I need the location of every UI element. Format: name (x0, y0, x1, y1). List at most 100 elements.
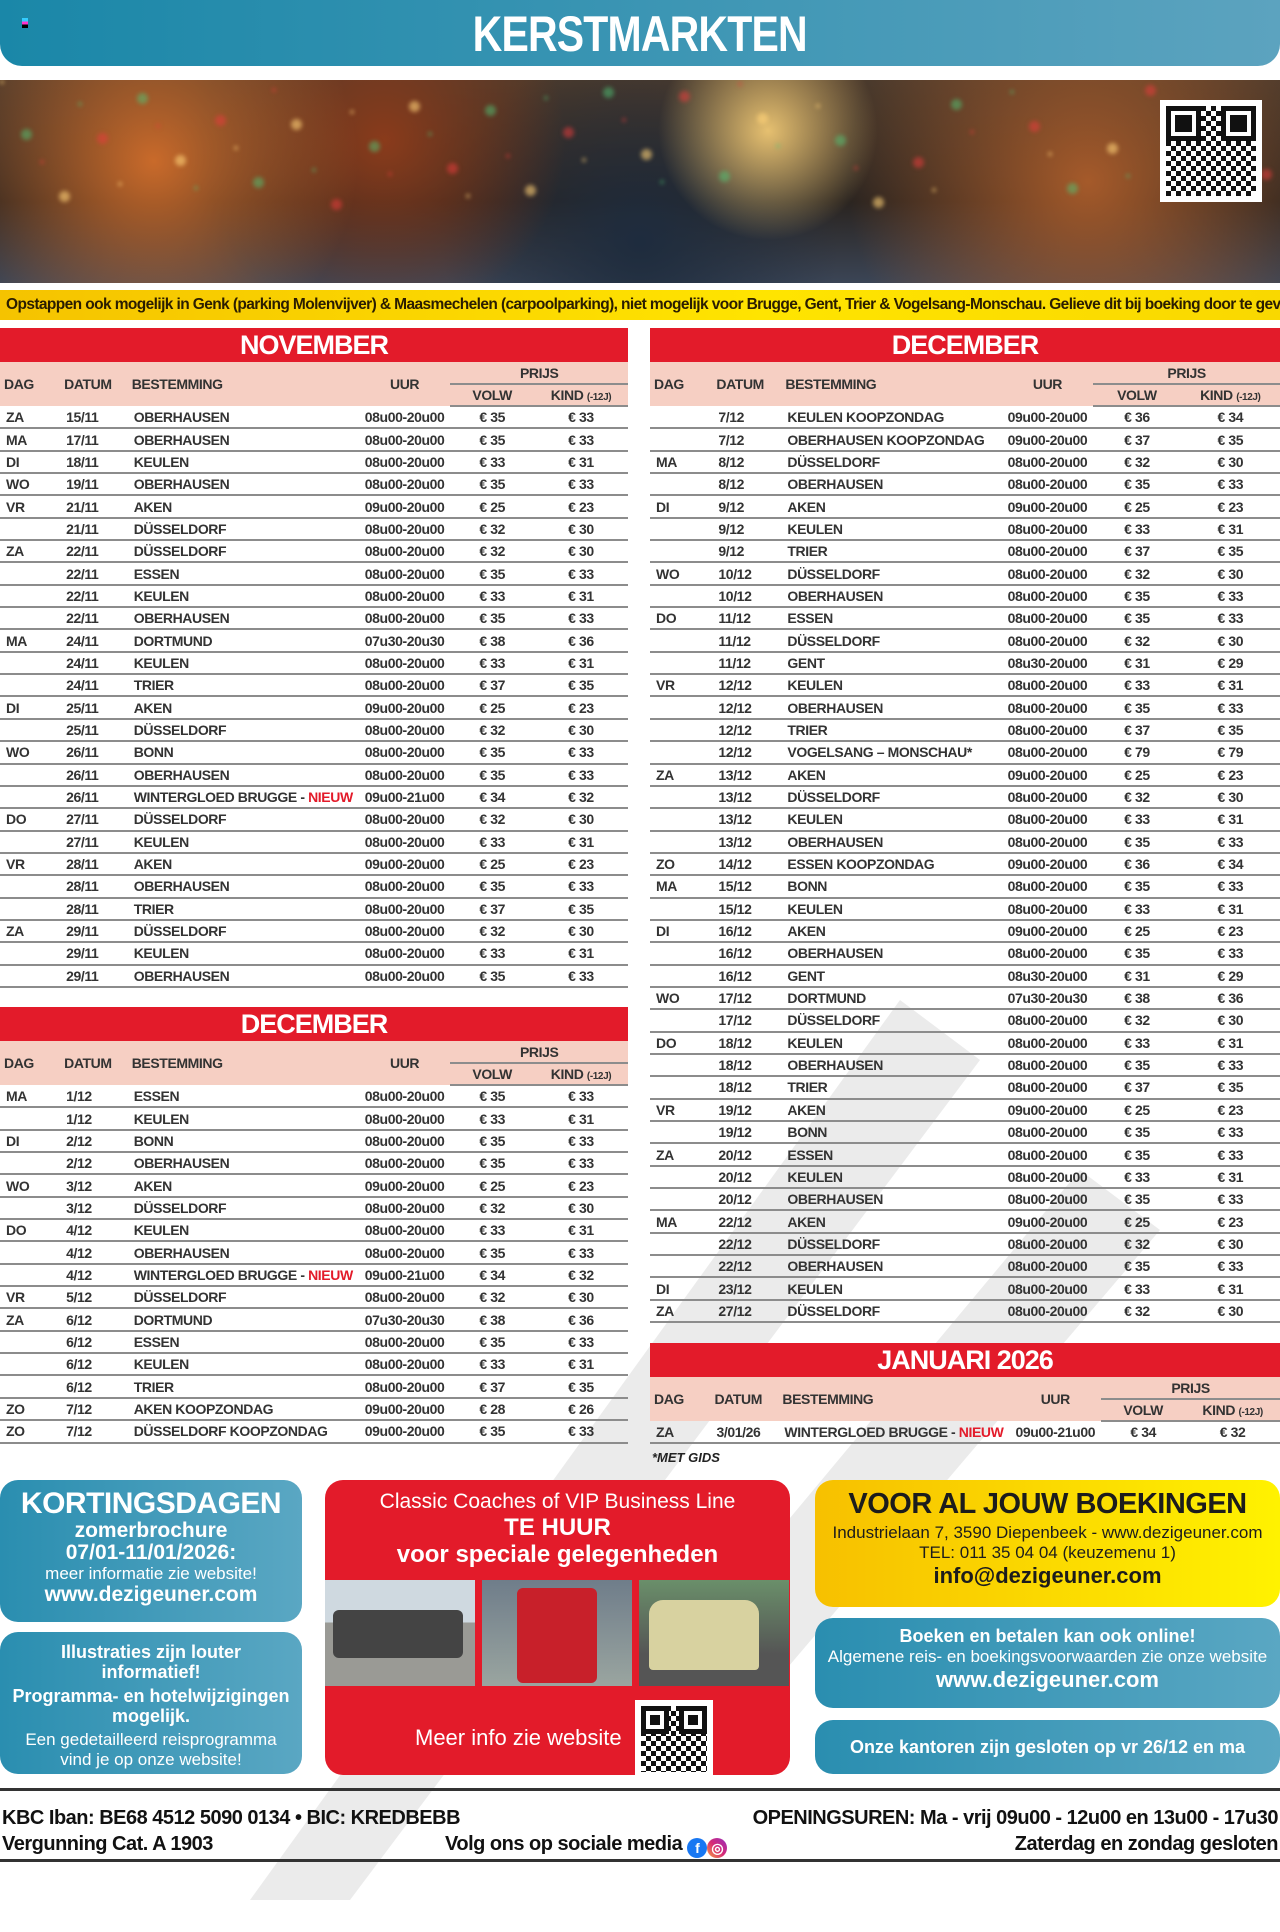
destination: DÜSSELDORF (781, 1299, 1002, 1324)
date: 15/11 (60, 406, 128, 430)
light-bokeh (1010, 90, 1014, 94)
time: 08u00-20u00 (358, 406, 451, 430)
date: 17/12 (712, 986, 782, 1011)
bookings-phone[interactable]: TEL: 011 35 04 04 (keuzemenu 1) (919, 1543, 1176, 1562)
time: 08u00-20u00 (358, 741, 451, 765)
destination: TRIER (781, 718, 1002, 743)
destination: OBERHAUSEN (127, 1241, 359, 1265)
light-bokeh (757, 113, 768, 124)
time: 08u00-20u00 (1001, 517, 1094, 542)
time: 09u00-20u00 (358, 1397, 451, 1422)
destination-name: KEULEN (787, 811, 843, 828)
instagram-icon[interactable]: ◎ (707, 1838, 728, 1858)
price-child: € 30 (533, 1196, 628, 1221)
destination: DÜSSELDORF (781, 450, 1002, 475)
price-child: € 35 (1180, 428, 1280, 452)
light-bokeh (1107, 143, 1118, 154)
time: 08u00-20u00 (358, 450, 451, 475)
price-adult: € 25 (1093, 763, 1181, 787)
price-child: € 33 (1180, 584, 1280, 609)
qr-code[interactable] (635, 1700, 713, 1778)
date: 7/12 (60, 1420, 128, 1444)
date: 26/11 (60, 741, 128, 765)
price-child: € 30 (1180, 1009, 1280, 1033)
destination-name: KEULEN (787, 520, 843, 537)
facebook-icon[interactable]: f (687, 1838, 708, 1858)
destination-name: DÜSSELDORF (787, 453, 880, 470)
coaches-rental-box: Classic Coaches of VIP Business Line TE … (325, 1480, 790, 1778)
price-adult: € 32 (1093, 450, 1181, 475)
qr-code[interactable] (1160, 100, 1262, 202)
destination-name: DÜSSELDORF (787, 789, 880, 806)
office-closed-notice: Onze kantoren zijn gesloten op vr 26/12 … (815, 1720, 1280, 1811)
time: 08u00-20u00 (1001, 942, 1094, 966)
col-bestemming: BESTEMMING (131, 376, 223, 392)
time: 08u00-20u00 (1001, 562, 1094, 586)
price-child: € 29 (1180, 964, 1280, 988)
date: 27/11 (60, 830, 128, 854)
destination-name: DÜSSELDORF (133, 543, 227, 560)
destination: AKEN (781, 495, 1002, 519)
time: 08u00-20u00 (358, 1375, 451, 1399)
time: 08u00-20u00 (358, 674, 451, 698)
price-child: € 33 (533, 406, 628, 430)
destination: DORTMUND (127, 629, 359, 653)
destination-name: OBERHAUSEN (133, 431, 230, 448)
price-child: € 23 (1180, 1210, 1280, 1234)
table-row: ZO 14/12 ESSEN KOOPZONDAG 09u00-20u00 € … (650, 852, 1280, 877)
bookings-email[interactable]: info@dezigeuner.com (933, 1563, 1162, 1588)
day (650, 964, 713, 988)
website-link[interactable]: www.dezigeuner.com (44, 1583, 258, 1606)
table-row: 29/11 OBERHAUSEN 08u00-20u00 € 35 € 33 (0, 964, 628, 988)
light-bokeh (776, 144, 780, 148)
date: 25/11 (60, 718, 128, 743)
destination-name: BONN (133, 1132, 174, 1149)
destination-name: AKEN (787, 1101, 826, 1118)
price-adult: € 37 (1093, 718, 1181, 743)
price-adult: € 32 (450, 808, 534, 832)
destination-name: DÜSSELDORF (133, 1289, 227, 1306)
table-row: 21/11 DÜSSELDORF 08u00-20u00 € 32 € 30 (0, 517, 628, 542)
bookings-address: Industrielaan 7, 3590 Diepenbeek - www.d… (832, 1523, 1263, 1542)
date: 9/12 (712, 517, 782, 542)
day (650, 1121, 713, 1145)
date: 12/12 (712, 696, 782, 720)
time: 08u30-20u00 (1001, 651, 1094, 676)
date: 6/12 (60, 1353, 128, 1377)
table-row: 3/12 DÜSSELDORF 08u00-20u00 € 32 € 30 (0, 1196, 628, 1221)
destination-name: OBERHAUSEN (787, 587, 883, 604)
price-adult: € 36 (1093, 852, 1181, 877)
table-row: WO 10/12 DÜSSELDORF 08u00-20u00 € 32 € 3… (650, 562, 1280, 586)
day (650, 808, 713, 832)
destination: OBERHAUSEN (127, 473, 359, 497)
day (650, 1255, 713, 1279)
day (0, 674, 61, 698)
light-bokeh (970, 130, 974, 134)
time: 08u00-20u00 (1001, 1277, 1094, 1301)
online-line1: Boeken en betalen kan ook online! (899, 1626, 1196, 1646)
destination: OBERHAUSEN (781, 473, 1002, 497)
date: 5/12 (60, 1286, 128, 1310)
price-adult: € 32 (1093, 562, 1181, 586)
day (650, 696, 713, 720)
light-bokeh (272, 88, 276, 92)
price-adult: € 25 (450, 1174, 534, 1198)
destination-name: BONN (787, 1124, 828, 1141)
christmas-market-photo (0, 80, 1280, 283)
date: 25/11 (60, 696, 128, 720)
price-adult: € 33 (450, 450, 534, 475)
price-child: € 36 (533, 1308, 628, 1332)
light-bokeh (951, 99, 962, 110)
website-link[interactable]: www.dezigeuner.com (936, 1667, 1159, 1692)
social-media: Volg ons op sociale media f ◎ (445, 1833, 728, 1858)
destination: GENT (781, 964, 1002, 988)
day: WO (0, 741, 61, 765)
page-title: KERSTMARKTEN (0, 0, 1280, 66)
destination: TRIER (781, 1076, 1002, 1100)
coaches-line3: voor speciale gelegenheden (396, 1541, 719, 1568)
online-line2: Algemene reis- en boekingsvoorwaarden zi… (827, 1647, 1268, 1666)
date: 3/12 (60, 1196, 128, 1221)
price-child: € 36 (1180, 986, 1280, 1011)
day: DO (650, 1031, 713, 1055)
col-volw: VOLW (1101, 1399, 1186, 1422)
